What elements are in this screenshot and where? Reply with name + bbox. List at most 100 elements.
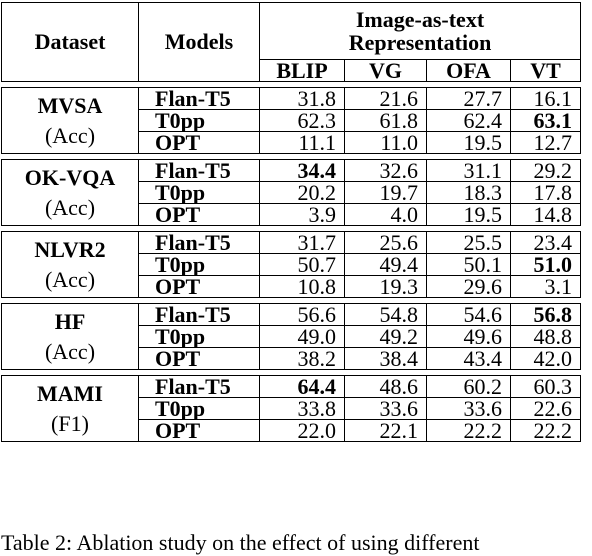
value-cell: 48.8	[509, 325, 582, 348]
value-cell: 25.5	[426, 231, 511, 254]
value-cell: 43.4	[426, 347, 511, 370]
model-name: OPT	[138, 275, 260, 298]
table-body: MVSA (Acc) Flan-T5 31.8 21.6 27.7 16.1 T0pp 62.3…	[1, 81, 582, 442]
value-cell: 22.1	[344, 419, 427, 442]
value-cell: 19.5	[426, 203, 511, 226]
value-cell: 33.8	[259, 397, 345, 420]
header-col-vg: VG	[344, 59, 427, 82]
value-cell: 50.7	[259, 253, 345, 276]
value-cell: 18.3	[426, 181, 511, 204]
model-name: OPT	[138, 419, 260, 442]
dataset-cell: NLVR2 (Acc)	[1, 231, 139, 298]
value-cell: 60.3	[509, 375, 582, 398]
table-row: MAMI (F1) Flan-T5 64.4 48.6 60.2 60.3	[1, 375, 582, 442]
value-cell: 50.1	[426, 253, 511, 276]
value-cell: 49.4	[344, 253, 427, 276]
table-row: NLVR2 (Acc) Flan-T5 31.7 25.6 25.5 23.4	[1, 231, 582, 298]
model-name: Flan-T5	[138, 87, 260, 110]
dataset-name: MVSA	[37, 92, 103, 118]
value-cell: 11.1	[259, 131, 345, 154]
header-group-line2: Representation	[348, 30, 492, 55]
value-cell: 38.2	[259, 347, 345, 370]
value-cell: 21.6	[344, 87, 427, 110]
value-cell: 62.4	[426, 109, 511, 132]
dataset-metric: (F1)	[51, 410, 89, 436]
header-dataset: Dataset	[1, 2, 139, 82]
model-name: T0pp	[138, 397, 260, 420]
dataset-name: OK-VQA	[24, 164, 116, 190]
value-cell: 33.6	[426, 397, 511, 420]
table-row: T0pp 50.7 49.4 50.1 51.0	[2, 253, 582, 276]
value-cell: 22.2	[509, 419, 582, 442]
dataset-cell: MAMI (F1)	[1, 375, 139, 442]
value-cell: 49.0	[259, 325, 345, 348]
model-name: Flan-T5	[138, 231, 260, 254]
table-row: HF (Acc) Flan-T5 56.6 54.8 54.6 56.8	[1, 303, 582, 370]
model-name: Flan-T5	[138, 303, 260, 326]
value-cell: 38.4	[344, 347, 427, 370]
header-col-ofa: OFA	[426, 59, 511, 82]
value-cell: 49.2	[344, 325, 427, 348]
best-value-cell: 34.4	[259, 159, 345, 182]
value-cell: 22.2	[426, 419, 511, 442]
table-row: T0pp 49.0 49.2 49.6 48.8	[2, 325, 582, 348]
value-cell: 22.0	[259, 419, 345, 442]
table-row: OPT 11.1 11.0 19.5 12.7	[2, 131, 582, 154]
value-cell: 14.8	[509, 203, 582, 226]
value-cell: 25.6	[344, 231, 427, 254]
model-name: OPT	[138, 203, 260, 226]
model-name: T0pp	[138, 253, 260, 276]
header-col-vt: VT	[509, 59, 582, 82]
best-value-cell: 63.1	[509, 109, 582, 132]
value-cell: 29.2	[509, 159, 582, 182]
value-cell: 31.1	[426, 159, 511, 182]
header-group-line1: Image-as-text	[355, 7, 485, 32]
dataset-metric: (Acc)	[44, 194, 96, 220]
value-cell: 11.0	[344, 131, 427, 154]
value-cell: 10.8	[259, 275, 345, 298]
value-cell: 62.3	[259, 109, 345, 132]
best-value-cell: 64.4	[259, 375, 345, 398]
value-cell: 60.2	[426, 375, 511, 398]
table-row: OPT 10.8 19.3 29.6 3.1	[2, 275, 582, 298]
table-header: Dataset Models Image-as-text Representat…	[1, 2, 582, 82]
dataset-metric: (Acc)	[44, 338, 96, 364]
table-row: OPT 3.9 4.0 19.5 14.8	[2, 203, 582, 226]
dataset-name: MAMI	[37, 380, 103, 406]
value-cell: 17.8	[509, 181, 582, 204]
table-row: T0pp 33.8 33.6 33.6 22.6	[2, 397, 582, 420]
table-row: OPT 22.0 22.1 22.2 22.2	[2, 419, 582, 442]
value-cell: 56.6	[259, 303, 345, 326]
value-cell: 48.6	[344, 375, 427, 398]
value-cell: 42.0	[509, 347, 582, 370]
model-name: T0pp	[138, 325, 260, 348]
dataset-cell: OK-VQA (Acc)	[1, 159, 139, 226]
table-row: OK-VQA (Acc) Flan-T5 34.4 32.6 31.1 29.2	[1, 159, 582, 226]
header-models: Models	[138, 2, 260, 82]
dataset-metric: (Acc)	[44, 266, 96, 292]
value-cell: 12.7	[509, 131, 582, 154]
table-caption: Table 2: Ablation study on the effect of…	[1, 530, 480, 555]
table-row: T0pp 20.2 19.7 18.3 17.8	[2, 181, 582, 204]
header-col-blip: BLIP	[259, 59, 345, 82]
best-value-cell: 51.0	[509, 253, 582, 276]
table-row: MVSA (Acc) Flan-T5 31.8 21.6 27.7 16.1	[1, 87, 582, 154]
model-name: Flan-T5	[138, 159, 260, 182]
value-cell: 16.1	[509, 87, 582, 110]
value-cell: 32.6	[344, 159, 427, 182]
best-value-cell: 56.8	[509, 303, 582, 326]
value-cell: 3.9	[259, 203, 345, 226]
model-name: OPT	[138, 347, 260, 370]
model-name: Flan-T5	[138, 375, 260, 398]
value-cell: 31.7	[259, 231, 345, 254]
model-name: T0pp	[138, 181, 260, 204]
results-table: Dataset Models Image-as-text Representat…	[1, 2, 582, 442]
dataset-name: HF	[54, 308, 86, 334]
dataset-metric: (Acc)	[44, 122, 96, 148]
value-cell: 22.6	[509, 397, 582, 420]
value-cell: 49.6	[426, 325, 511, 348]
value-cell: 20.2	[259, 181, 345, 204]
value-cell: 23.4	[509, 231, 582, 254]
value-cell: 54.8	[344, 303, 427, 326]
value-cell: 54.6	[426, 303, 511, 326]
